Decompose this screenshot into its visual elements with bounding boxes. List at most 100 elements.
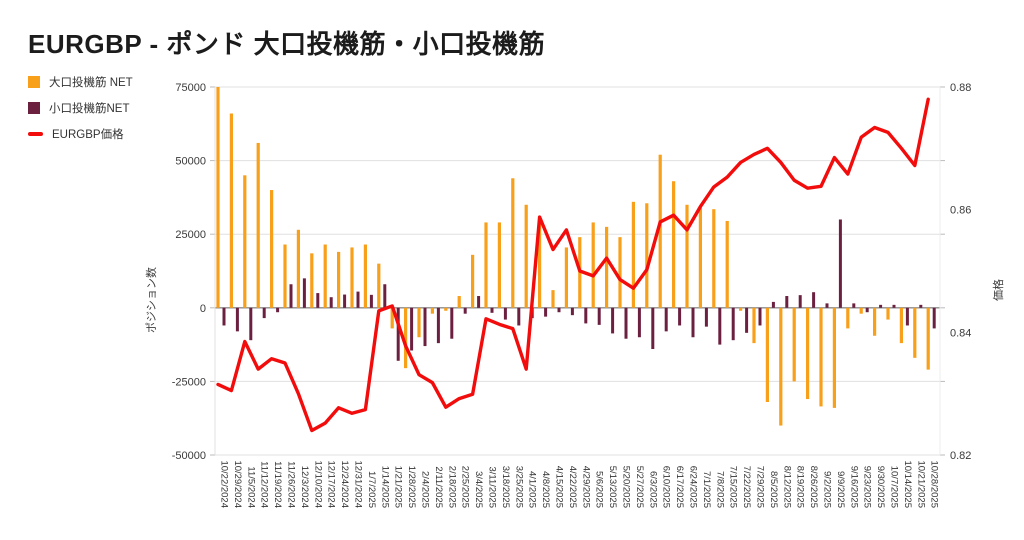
large-spec-bar — [859, 307, 863, 314]
price-line-swatch-icon — [28, 132, 43, 136]
x-axis-label: 6/3/2025 — [647, 471, 658, 508]
small-spec-bar — [477, 296, 481, 308]
small-spec-bar — [651, 307, 655, 350]
left-tick-label: 25000 — [175, 229, 206, 241]
legend-label: 小口投機筋NET — [49, 103, 130, 115]
small-spec-bar — [704, 307, 708, 327]
left-tick-label: 0 — [200, 303, 206, 315]
large-spec-bar — [792, 307, 796, 382]
large-spec-bar — [926, 307, 930, 370]
small-spec-bar — [745, 307, 749, 333]
x-axis-label: 8/19/2025 — [795, 466, 806, 508]
small-spec-bar — [235, 307, 239, 332]
legend-label: EURGBP価格 — [52, 129, 124, 141]
small-spec-bar — [316, 293, 320, 308]
x-axis-label: 8/12/2025 — [781, 466, 792, 508]
large-spec-bar — [564, 247, 568, 308]
small-spec-bar — [369, 294, 373, 308]
small-spec-bar — [423, 307, 427, 347]
right-tick-label: 0.82 — [950, 450, 971, 462]
x-axis-label: 2/11/2025 — [433, 466, 444, 508]
x-axis-label: 7/8/2025 — [714, 471, 725, 508]
right-axis-title: 価格 — [991, 279, 1005, 301]
small-spec-bar — [718, 307, 722, 345]
large-spec-bar — [899, 307, 903, 344]
large-spec-bar — [390, 307, 394, 329]
small-spec-bar — [731, 307, 735, 341]
x-axis-label: 3/11/2025 — [487, 466, 498, 508]
large-spec-bar — [832, 307, 836, 408]
small-spec-bar — [879, 304, 883, 308]
x-axis-label: 12/31/2024 — [353, 460, 364, 508]
x-axis-label: 12/17/2024 — [326, 460, 337, 508]
large-spec-bar — [283, 244, 287, 308]
x-axis-label: 6/10/2025 — [661, 466, 672, 508]
small-spec-bar — [356, 291, 360, 308]
large-spec-bar — [310, 253, 314, 308]
small-spec-bar — [919, 304, 923, 308]
small-spec-bar — [503, 307, 507, 320]
x-axis-label: 5/13/2025 — [607, 466, 618, 508]
large-spec-bar — [618, 237, 622, 308]
large-spec-bar — [806, 307, 810, 400]
legend-item-price: EURGBP価格 — [28, 126, 133, 142]
small-spec-bar — [865, 307, 869, 313]
large-spec-bar — [256, 142, 260, 308]
left-tick-label: -25000 — [172, 376, 206, 388]
large-spec-bar — [323, 244, 327, 308]
x-axis-label: 6/24/2025 — [688, 466, 699, 508]
left-tick-label: -50000 — [172, 450, 206, 462]
x-axis-label: 10/21/2025 — [915, 460, 926, 508]
legend-item-small-spec: 小口投機筋NET — [28, 100, 133, 116]
x-axis-label: 10/28/2025 — [929, 460, 940, 508]
x-axis-label: 1/21/2025 — [393, 466, 404, 508]
large-spec-bar — [524, 204, 528, 308]
large-spec-bars — [216, 87, 930, 426]
x-axis-label: 7/29/2025 — [755, 466, 766, 508]
x-axis-label: 2/25/2025 — [460, 466, 471, 508]
x-axis-label: 9/16/2025 — [848, 466, 859, 508]
small-spec-bar — [436, 307, 440, 344]
small-spec-bar — [343, 294, 347, 308]
large-spec-bar — [511, 178, 515, 308]
small-spec-bar — [383, 284, 387, 308]
small-spec-bar — [490, 307, 494, 313]
large-spec-bar — [471, 254, 475, 308]
large-spec-bar — [444, 307, 448, 311]
large-spec-bar — [337, 251, 341, 308]
large-spec-bar — [591, 222, 595, 308]
large-spec-bar — [672, 181, 676, 308]
x-axis-label: 5/27/2025 — [634, 466, 645, 508]
large-spec-bar — [752, 307, 756, 344]
small-spec-swatch-icon — [28, 102, 40, 114]
small-spec-bar — [557, 307, 561, 313]
x-axis-label: 1/7/2025 — [366, 471, 377, 508]
large-spec-bar — [886, 307, 890, 320]
x-axis-label: 4/1/2025 — [527, 471, 538, 508]
x-axis-label: 11/12/2024 — [259, 461, 270, 508]
small-spec-bar — [570, 307, 574, 316]
right-axis-tick-labels: 0.88 0.86 0.84 0.82 — [950, 82, 971, 462]
x-axis-label: 9/2/2025 — [822, 471, 833, 508]
x-axis-label: 7/15/2025 — [728, 466, 739, 508]
large-spec-bar — [551, 290, 555, 308]
x-axis-label: 3/25/2025 — [513, 466, 524, 508]
large-spec-bar — [712, 209, 716, 308]
small-spec-bar — [410, 307, 414, 351]
small-spec-bar — [597, 307, 601, 325]
x-axis-label: 11/26/2024 — [286, 461, 297, 508]
price-line — [216, 97, 930, 433]
large-spec-bar — [645, 203, 649, 308]
small-spec-bar — [825, 303, 829, 308]
small-spec-bar — [276, 307, 280, 313]
large-spec-bar — [350, 247, 354, 308]
x-axis-label: 3/4/2025 — [473, 471, 484, 508]
small-spec-bars — [222, 219, 936, 361]
large-spec-bar — [538, 216, 542, 308]
large-spec-bar — [739, 307, 743, 311]
small-spec-bar — [396, 307, 400, 361]
small-spec-bar — [905, 307, 909, 326]
small-spec-bar — [637, 307, 641, 338]
small-spec-bar — [450, 307, 454, 339]
